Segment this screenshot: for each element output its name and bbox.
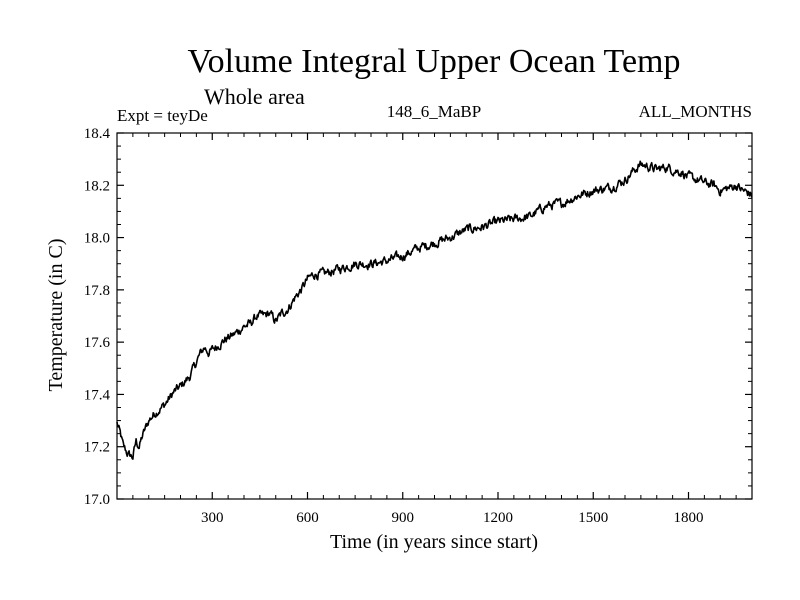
x-tick-label: 1800 xyxy=(674,510,704,526)
y-tick-label: 18.4 xyxy=(84,126,111,142)
x-tick-label: 300 xyxy=(201,510,224,526)
x-tick-label: 900 xyxy=(392,510,415,526)
x-tick-label: 1500 xyxy=(578,510,608,526)
plot-series xyxy=(116,160,753,460)
y-tick-label: 18.0 xyxy=(84,231,110,247)
x-axis-label: Time (in years since start) xyxy=(330,531,538,553)
plot-frame xyxy=(116,132,753,500)
y-tick-label: 17.8 xyxy=(84,283,110,299)
axes xyxy=(116,132,753,500)
tick-marks xyxy=(116,132,753,500)
run-label: 148_6_MaBP xyxy=(387,102,481,121)
chart-subtitle: Whole area xyxy=(204,84,305,109)
y-axis-label: Temperature (in C) xyxy=(45,239,67,392)
y-tick-label: 17.6 xyxy=(84,335,111,351)
y-tick-label: 18.2 xyxy=(84,178,110,194)
x-tick-label: 600 xyxy=(296,510,319,526)
months-label: ALL_MONTHS xyxy=(639,102,752,121)
tick-labels: 300 600 900 1200 1500 1800 17.0 17.2 17.4 17.6 17.… xyxy=(84,126,704,526)
y-tick-label: 17.2 xyxy=(84,440,110,456)
chart-title: Volume Integral Upper Ocean Temp xyxy=(188,43,681,80)
y-tick-label: 17.4 xyxy=(84,387,111,403)
y-tick-label: 17.0 xyxy=(84,492,110,508)
x-tick-label: 1200 xyxy=(483,510,513,526)
experiment-label: Expt = teyDe xyxy=(117,106,208,125)
temperature-series-line xyxy=(116,160,753,460)
